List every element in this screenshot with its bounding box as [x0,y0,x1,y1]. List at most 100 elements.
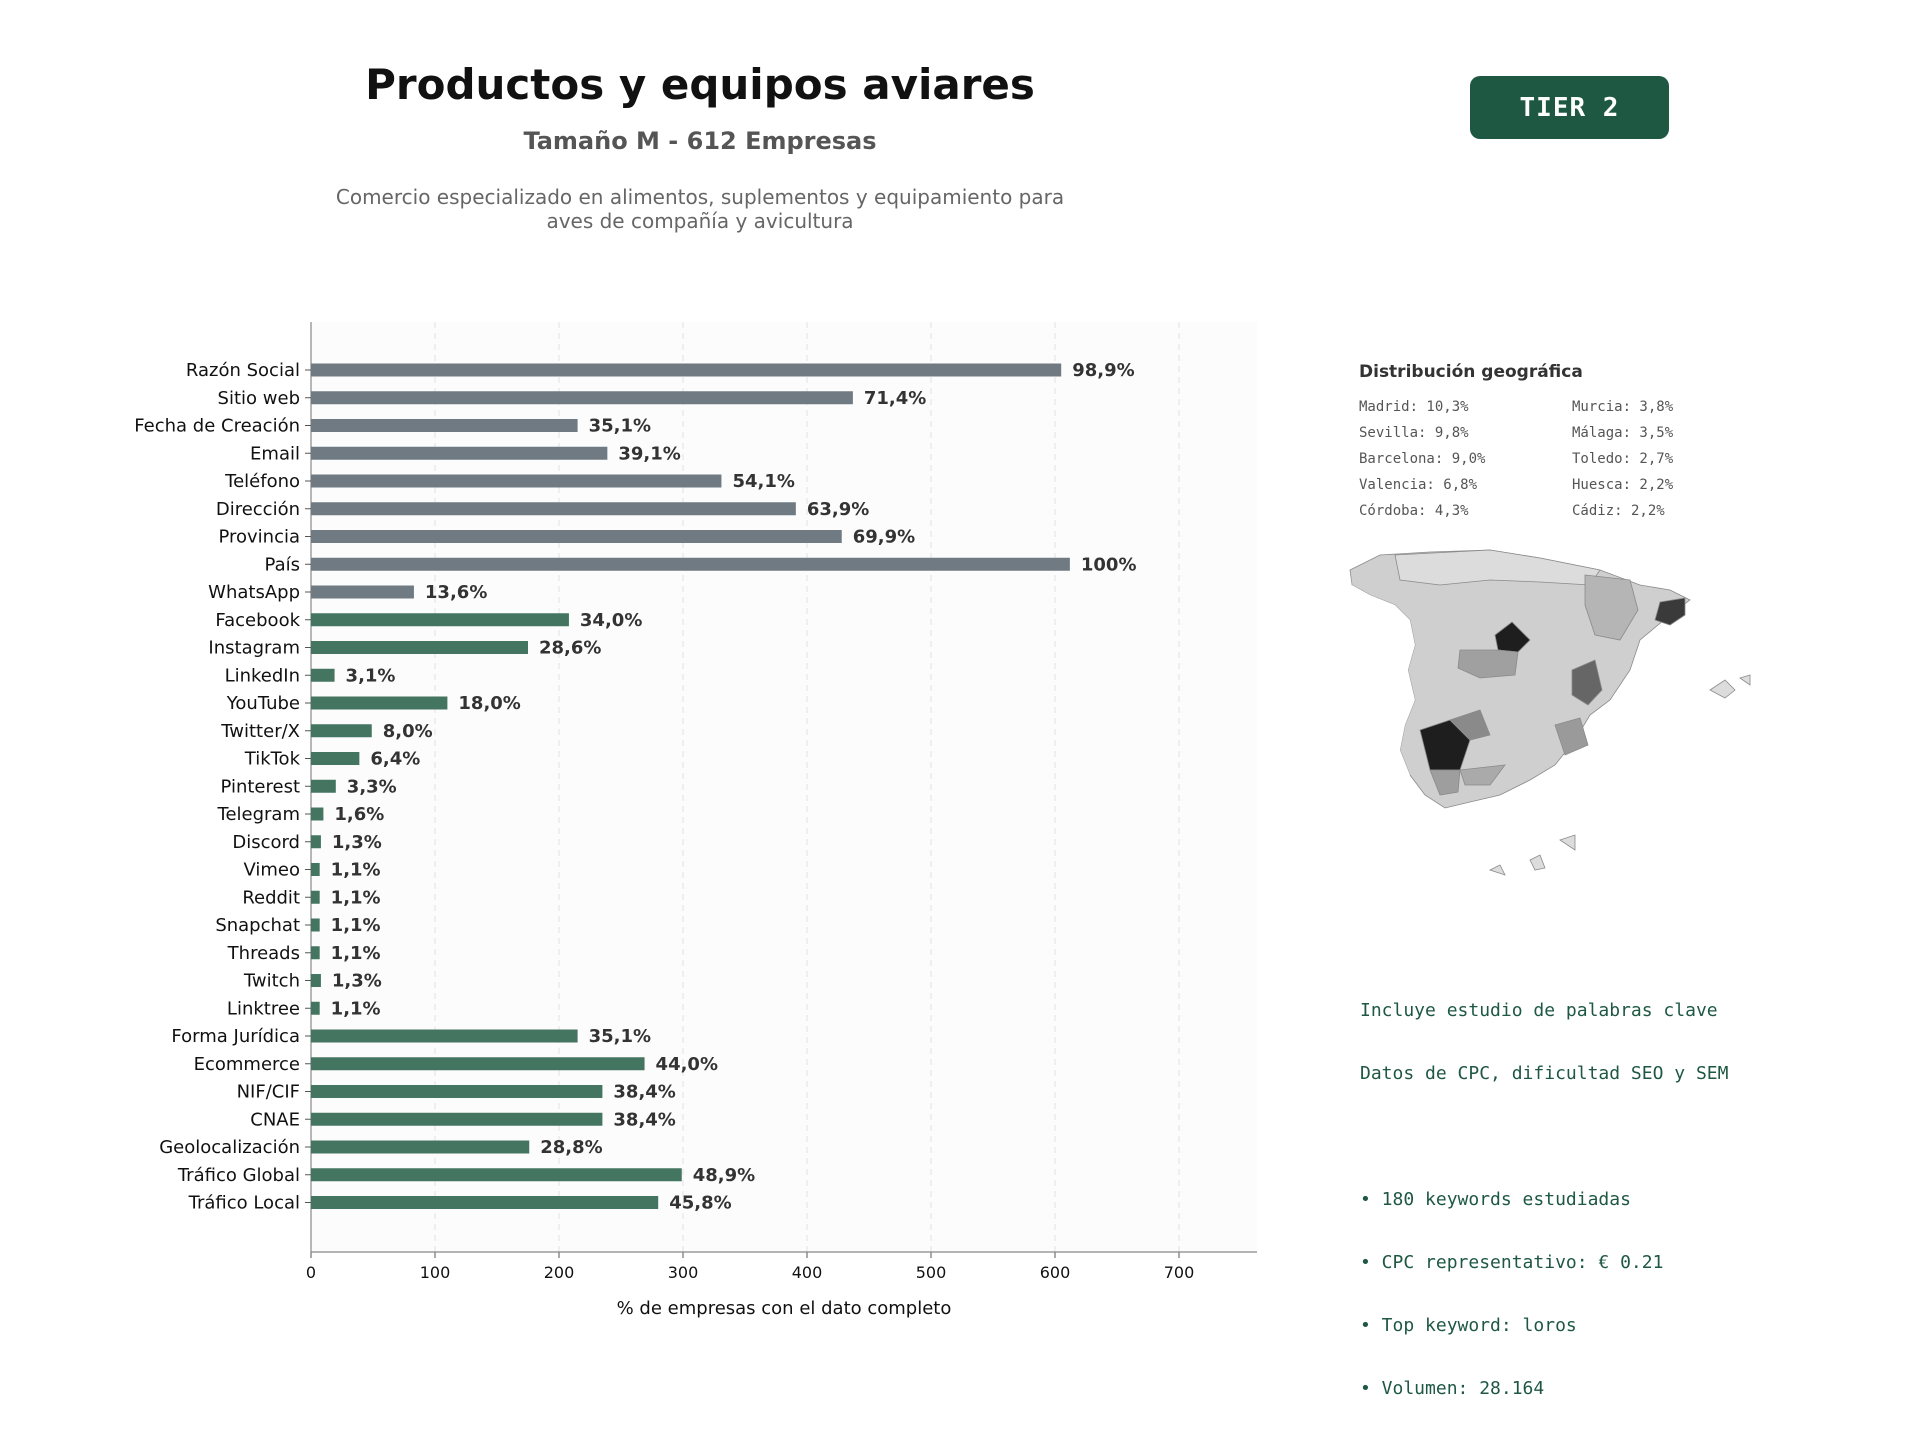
category-label: Geolocalización [159,1137,300,1158]
keywords-bullet: • CPC representativo: € 0.21 [1360,1252,1664,1273]
bar [311,1029,578,1043]
bar-value-label: 1,1% [331,887,381,908]
bar-value-label: 35,1% [589,416,651,437]
category-label: Tráfico Local [188,1193,300,1214]
category-label: Teléfono [224,471,300,492]
bar [311,890,320,904]
geo-distribution-list: Madrid: 10,3% Murcia: 3,8% Sevilla: 9,8%… [1359,398,1673,520]
map-cordoba [1449,709,1491,741]
bar-value-label: 39,1% [618,443,680,464]
bar [311,419,578,432]
map-aragon [1584,574,1639,641]
x-tick-label: 0 [306,1263,316,1282]
category-label: Facebook [215,610,300,631]
tier-badge: TIER 2 [1470,76,1669,139]
bar-value-label: 71,4% [864,388,926,409]
plot-area [311,322,1257,1252]
category-label: Tráfico Global [177,1165,300,1186]
map-balearics [1709,674,1751,699]
map-malaga [1459,764,1506,786]
bar-value-label: 63,9% [807,499,869,520]
bar-value-label: 54,1% [732,471,794,492]
bar [311,1112,603,1126]
bar-value-label: 1,1% [331,943,381,964]
map-sevilla [1419,719,1471,771]
x-tick-label: 700 [1164,1263,1195,1282]
bar [311,1140,530,1154]
bar [311,724,372,738]
x-tick-label: 600 [1040,1263,1071,1282]
geo-item: Málaga: 3,5% [1572,425,1674,441]
geo-distribution-title: Distribución geográfica [1359,362,1583,382]
geo-item: Cádiz: 2,2% [1572,503,1665,519]
category-label: Reddit [242,887,300,908]
category-label: Telegram [217,804,300,825]
map-toledo [1457,649,1519,679]
bar-value-label: 1,1% [331,860,381,881]
category-label: Instagram [208,638,300,659]
map-barcelona [1654,597,1686,626]
bar [311,502,796,516]
bar-value-label: 98,9% [1072,360,1134,381]
category-label: TikTok [244,749,301,770]
category-label: Fecha de Creación [134,416,300,437]
bar [311,863,320,876]
category-label: Razón Social [186,360,300,381]
bar-value-label: 18,0% [458,693,520,714]
bar [311,363,1062,377]
map-cadiz [1429,769,1461,796]
bar [311,1196,659,1209]
bar-value-label: 1,1% [331,915,381,936]
map-valencia [1571,659,1603,706]
bar [311,641,528,654]
category-label: Pinterest [220,776,300,797]
x-tick-label: 200 [544,1263,575,1282]
geo-item: Madrid: 10,3% [1359,399,1469,415]
bar-value-label: 48,9% [693,1165,755,1186]
map-north [1394,549,1601,586]
category-label: Discord [232,832,300,853]
description-line-2: aves de compañía y avicultura [546,209,854,233]
geo-item: Valencia: 6,8% [1359,477,1478,493]
category-label: Threads [227,943,300,964]
bar [311,974,321,987]
x-tick-label: 500 [916,1263,947,1282]
page-description: Comercio especializado en alimentos, sup… [300,185,1100,233]
completeness-bar-chart: 0 100 200 300 400 500 600 700 % de empresas con … [134,322,1257,1319]
bar [311,668,335,682]
keywords-bullet: • Top keyword: loros [1360,1315,1577,1336]
category-label: Twitter/X [220,721,300,742]
bar [311,779,336,793]
page-title: Productos y equipos aviares [365,60,1035,109]
geo-item: Toledo: 2,7% [1572,451,1674,467]
bar [311,1001,320,1015]
category-label: YouTube [226,693,300,714]
map-portugal [1350,570,1415,780]
bar [311,696,448,710]
category-label: Twitch [243,971,300,992]
bar [311,1085,603,1098]
x-axis-label: % de empresas con el dato completo [617,1298,952,1319]
map-murcia [1554,717,1589,756]
bar [311,1057,645,1071]
bar [311,835,321,849]
geo-item: Sevilla: 9,8% [1359,425,1469,441]
bar [311,752,360,765]
bar-value-label: 8,0% [383,721,433,742]
bar-value-label: 1,3% [332,971,382,992]
keywords-bullet: • Volumen: 28.164 [1360,1378,1545,1399]
x-tick-label: 300 [668,1263,699,1282]
bar-value-label: 3,1% [346,665,396,686]
category-label: Forma Jurídica [171,1026,300,1047]
category-label: Email [250,443,300,464]
map-canaries [1488,834,1576,876]
bar-value-label: 69,9% [853,527,915,548]
bar-value-label: 1,1% [331,998,381,1019]
bar-value-label: 13,6% [425,582,487,603]
bar [311,474,722,488]
bar-value-label: 44,0% [656,1054,718,1075]
bar-value-label: 34,0% [580,610,642,631]
keywords-panel: Incluye estudio de palabras clave Datos … [1360,958,1728,1420]
category-label: Vimeo [243,860,300,881]
bar-value-label: 38,4% [613,1082,675,1103]
